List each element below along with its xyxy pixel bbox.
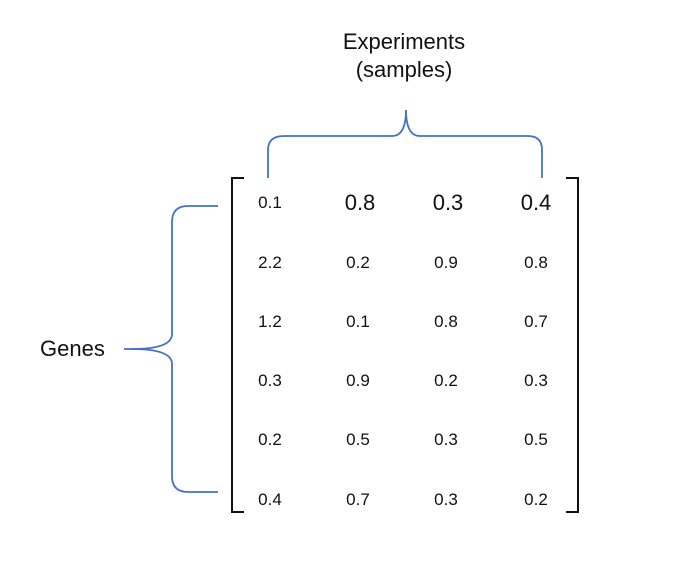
matrix-cell: 0.2 — [524, 490, 548, 509]
matrix-cell: 0.3 — [432, 190, 464, 215]
matrix-cell: 0.5 — [524, 430, 548, 449]
genes-label: Genes — [40, 336, 105, 361]
genes-brace — [131, 205, 218, 493]
matrix-right-bracket — [566, 177, 579, 513]
experiments-label: Experiments (samples) — [0, 28, 698, 84]
matrix-cell: 0.3 — [524, 371, 548, 390]
matrix-cell: 2.2 — [258, 253, 282, 272]
experiments-brace — [267, 109, 543, 178]
experiments-subtitle: (samples) — [355, 57, 453, 82]
matrix-cell: 0.1 — [258, 193, 282, 212]
matrix-cell: 0.4 — [520, 190, 552, 215]
matrix-cell: 0.9 — [434, 253, 458, 272]
matrix-cell: 0.9 — [346, 371, 370, 390]
matrix-cell: 0.7 — [524, 312, 548, 331]
matrix-cell: 1.2 — [258, 312, 282, 331]
matrix-cell: 0.8 — [434, 312, 458, 331]
matrix-cell: 0.2 — [434, 371, 458, 390]
matrix-cell: 0.8 — [344, 190, 376, 215]
matrix-cell: 0.3 — [434, 430, 458, 449]
matrix-cell: 0.8 — [524, 253, 548, 272]
matrix-cell: 0.4 — [258, 490, 282, 509]
matrix-cell: 0.7 — [346, 490, 370, 509]
experiments-title: Experiments — [342, 29, 466, 54]
matrix-cell: 0.2 — [258, 430, 282, 449]
matrix-left-bracket — [231, 177, 244, 513]
matrix-cell: 0.3 — [434, 490, 458, 509]
matrix-cell: 0.1 — [346, 312, 370, 331]
matrix-cell: 0.5 — [346, 430, 370, 449]
matrix-cell: 0.2 — [346, 253, 370, 272]
matrix-cell: 0.3 — [258, 371, 282, 390]
